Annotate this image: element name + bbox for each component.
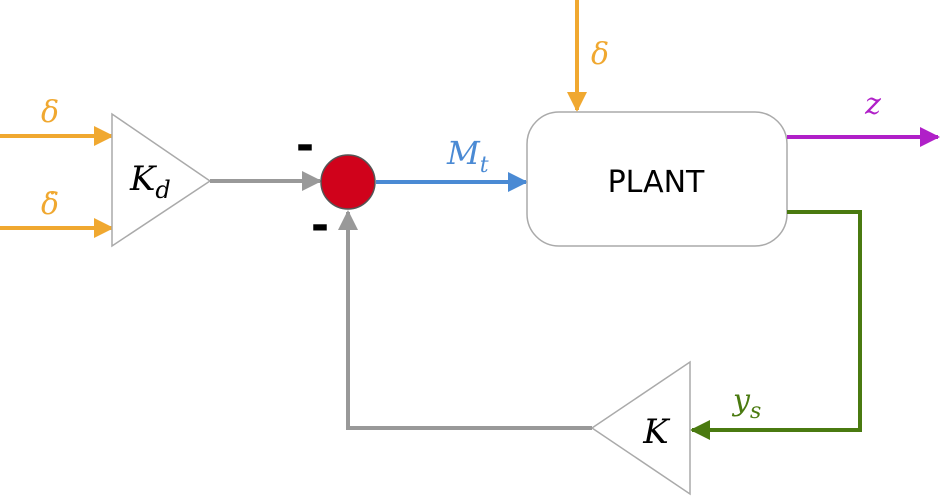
- summing-junction: [320, 154, 376, 210]
- kd-gain-label: Kd: [129, 159, 171, 204]
- plant-block: [526, 111, 788, 247]
- ys-signal-arrow: [690, 210, 862, 440]
- mt-signal-label: Mt: [446, 134, 489, 178]
- delta-plant-label: δ: [591, 37, 609, 72]
- k-feedback-arrow: [338, 210, 592, 430]
- kd-gain-symbol: K: [129, 159, 158, 199]
- summing-top-sign: -: [296, 120, 314, 171]
- delta-input-label: δ: [41, 95, 59, 130]
- ys-subscript: s: [750, 399, 761, 424]
- summing-bottom-sign: -: [311, 200, 329, 251]
- delta-dot-input-label: δ̇: [41, 187, 59, 222]
- k-gain-label: K: [642, 412, 671, 452]
- kd-gain-subscript: d: [155, 176, 170, 204]
- ys-signal-label: ys: [731, 383, 761, 424]
- mt-symbol: M: [446, 134, 481, 172]
- kd-gain-block: [111, 112, 212, 248]
- ys-symbol: y: [731, 383, 751, 418]
- plant-label: PLANT: [608, 165, 705, 200]
- k-gain-block: [590, 360, 691, 496]
- mt-subscript: t: [480, 153, 489, 178]
- z-output-label: z: [864, 87, 881, 122]
